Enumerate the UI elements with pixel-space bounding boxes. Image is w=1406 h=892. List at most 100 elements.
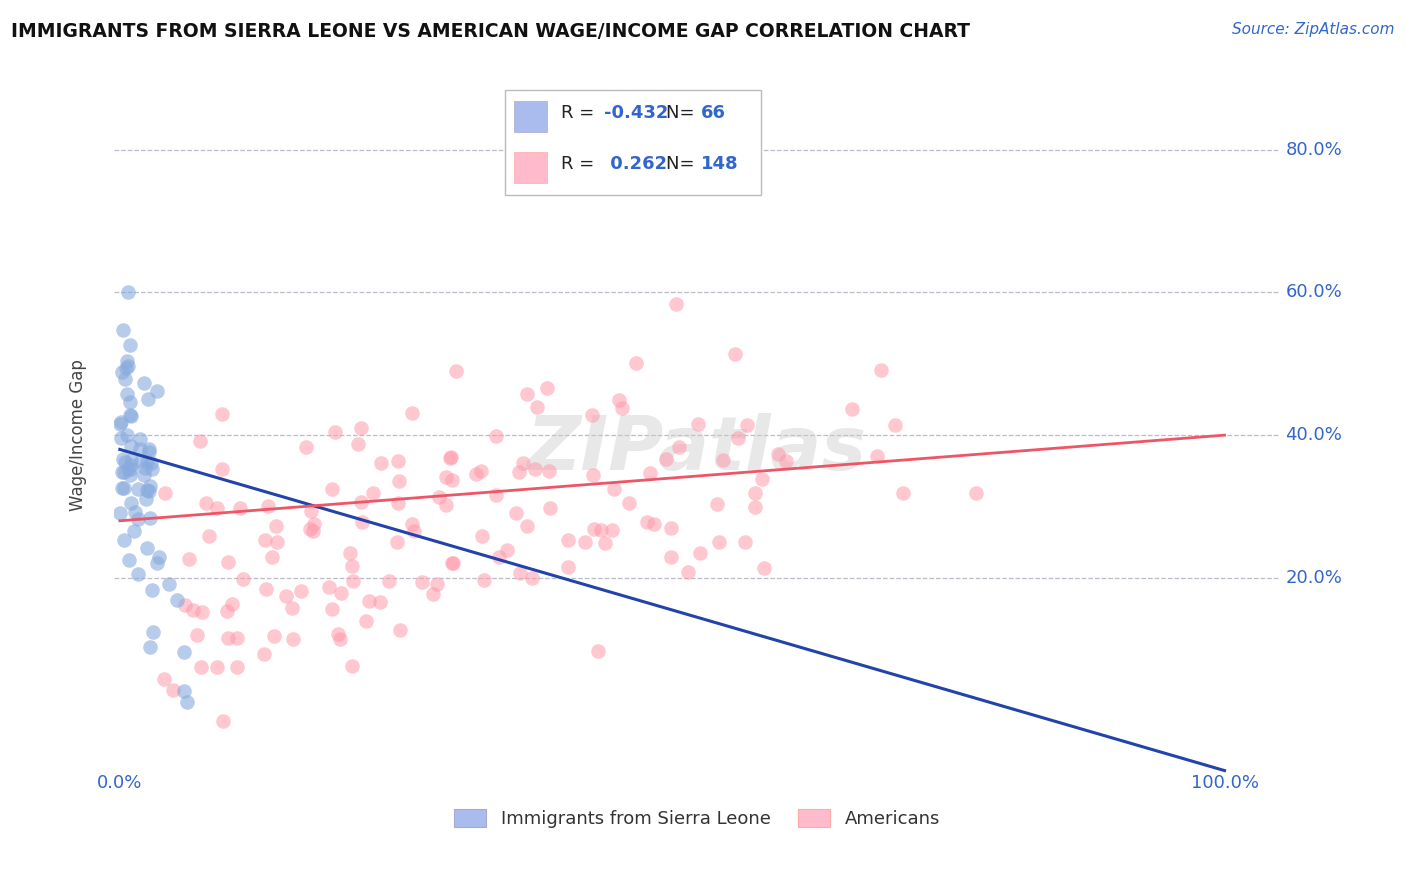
Point [727, 431, 749, 445]
Point [689, 546, 711, 560]
Point [129, 442, 152, 457]
Point [659, 521, 682, 535]
Text: 100.0%: 100.0% [1191, 774, 1258, 792]
Point [586, 643, 609, 657]
Point [526, 400, 548, 414]
Text: R =: R = [561, 104, 600, 122]
Point [426, 577, 449, 591]
Point [350, 495, 373, 509]
Point [139, 456, 162, 470]
Point [636, 515, 658, 529]
Point [112, 323, 135, 337]
Point [591, 523, 613, 537]
Point [707, 535, 730, 549]
Point [211, 462, 233, 476]
Point [582, 468, 605, 483]
Point [124, 505, 146, 519]
Point [388, 475, 411, 489]
Point [264, 519, 287, 533]
Point [485, 488, 508, 502]
FancyBboxPatch shape [505, 89, 761, 195]
Point [152, 673, 174, 687]
Point [744, 486, 766, 500]
Point [136, 483, 159, 497]
Point [523, 462, 546, 476]
Point [883, 418, 905, 433]
Point [132, 376, 155, 390]
Point [174, 599, 197, 613]
Point [290, 583, 312, 598]
Point [135, 491, 157, 506]
Point [323, 425, 346, 439]
Point [411, 575, 433, 590]
Text: 40.0%: 40.0% [1285, 426, 1343, 444]
Point [401, 406, 423, 420]
Point [194, 496, 217, 510]
Point [112, 481, 135, 495]
Point [162, 683, 184, 698]
Point [127, 483, 149, 497]
Point [155, 485, 177, 500]
Point [253, 533, 276, 547]
Point [385, 534, 408, 549]
Point [181, 603, 204, 617]
Text: R =: R = [561, 155, 606, 173]
Point [118, 337, 141, 351]
Point [298, 522, 321, 536]
Point [217, 555, 239, 569]
Point [440, 473, 463, 487]
Point [226, 660, 249, 674]
Point [470, 464, 492, 478]
Point [354, 614, 377, 628]
Point [112, 465, 135, 479]
Point [173, 645, 195, 659]
Point [557, 533, 579, 547]
Point [122, 524, 145, 539]
Point [600, 523, 623, 537]
Point [446, 364, 468, 378]
Point [232, 572, 254, 586]
Text: -0.432: -0.432 [603, 104, 668, 122]
Point [120, 440, 142, 454]
Point [138, 442, 160, 456]
Point [159, 577, 181, 591]
Point [111, 481, 134, 495]
Point [266, 534, 288, 549]
Point [668, 440, 690, 454]
Point [595, 536, 617, 550]
Point [139, 511, 162, 525]
Text: N=: N= [665, 155, 700, 173]
Point [342, 574, 364, 589]
Point [665, 297, 688, 311]
Point [841, 402, 863, 417]
Point [607, 392, 630, 407]
Text: 66: 66 [700, 104, 725, 122]
Point [404, 524, 426, 538]
Point [146, 384, 169, 399]
Point [117, 462, 139, 476]
Point [505, 506, 527, 520]
Point [659, 550, 682, 565]
Point [516, 387, 538, 401]
Point [136, 455, 159, 469]
Point [378, 574, 401, 588]
Point [254, 582, 277, 596]
Point [512, 456, 534, 470]
Point [440, 450, 463, 464]
Point [131, 454, 153, 468]
Point [114, 455, 136, 469]
Point [141, 582, 163, 597]
Point [434, 498, 457, 512]
Point [173, 684, 195, 698]
Point [120, 461, 142, 475]
Point [329, 586, 352, 600]
Point [253, 647, 276, 661]
Point [110, 415, 132, 429]
Point [188, 434, 211, 449]
Text: 0.262: 0.262 [603, 155, 666, 173]
Point [508, 466, 530, 480]
Point [115, 386, 138, 401]
Point [136, 541, 159, 555]
Point [676, 566, 699, 580]
Point [117, 285, 139, 300]
